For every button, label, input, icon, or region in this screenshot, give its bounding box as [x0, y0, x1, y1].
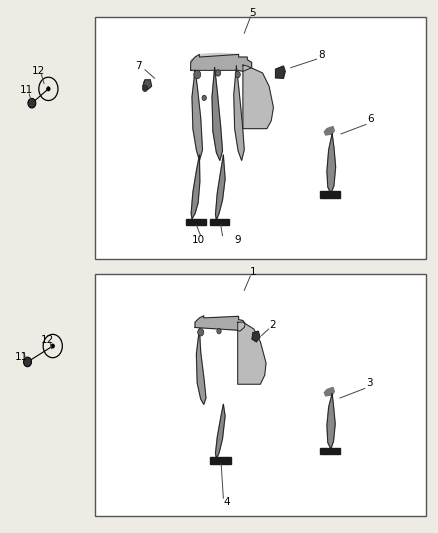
Polygon shape	[186, 219, 206, 225]
Polygon shape	[324, 126, 334, 135]
Circle shape	[235, 71, 240, 78]
Circle shape	[28, 99, 36, 108]
Text: 12: 12	[32, 67, 45, 76]
Text: 11: 11	[20, 85, 33, 95]
Polygon shape	[327, 134, 336, 193]
Polygon shape	[143, 80, 152, 90]
Circle shape	[47, 87, 50, 91]
Text: 6: 6	[367, 114, 374, 124]
Text: 3: 3	[366, 378, 372, 388]
Polygon shape	[276, 66, 285, 78]
Circle shape	[24, 357, 32, 367]
Text: 7: 7	[135, 61, 142, 70]
Polygon shape	[212, 68, 223, 160]
Circle shape	[202, 95, 206, 101]
Bar	[95, 274, 426, 516]
Polygon shape	[234, 66, 244, 160]
Text: 8: 8	[318, 51, 325, 60]
Circle shape	[215, 70, 221, 76]
Text: 11: 11	[14, 352, 28, 361]
Circle shape	[51, 344, 54, 348]
Text: 9: 9	[234, 235, 241, 245]
Polygon shape	[238, 322, 266, 384]
Polygon shape	[196, 329, 206, 405]
Polygon shape	[324, 387, 334, 396]
Polygon shape	[195, 316, 245, 331]
Circle shape	[217, 328, 221, 334]
Polygon shape	[192, 70, 202, 160]
Polygon shape	[321, 448, 340, 454]
Bar	[95, 17, 426, 259]
Polygon shape	[215, 155, 225, 220]
Polygon shape	[191, 53, 243, 71]
Text: 4: 4	[223, 497, 230, 507]
Polygon shape	[252, 331, 260, 342]
Polygon shape	[191, 54, 252, 71]
Text: 10: 10	[191, 235, 205, 245]
Polygon shape	[191, 155, 200, 219]
Polygon shape	[215, 405, 225, 458]
Polygon shape	[210, 457, 231, 464]
Text: 5: 5	[250, 8, 256, 18]
Polygon shape	[327, 394, 335, 449]
Text: 12: 12	[40, 335, 54, 345]
Polygon shape	[210, 219, 230, 225]
Circle shape	[194, 70, 201, 79]
Circle shape	[142, 85, 148, 92]
Circle shape	[198, 328, 204, 336]
Text: 2: 2	[270, 320, 276, 330]
Text: 1: 1	[250, 267, 256, 277]
Polygon shape	[321, 191, 340, 198]
Polygon shape	[243, 65, 273, 128]
